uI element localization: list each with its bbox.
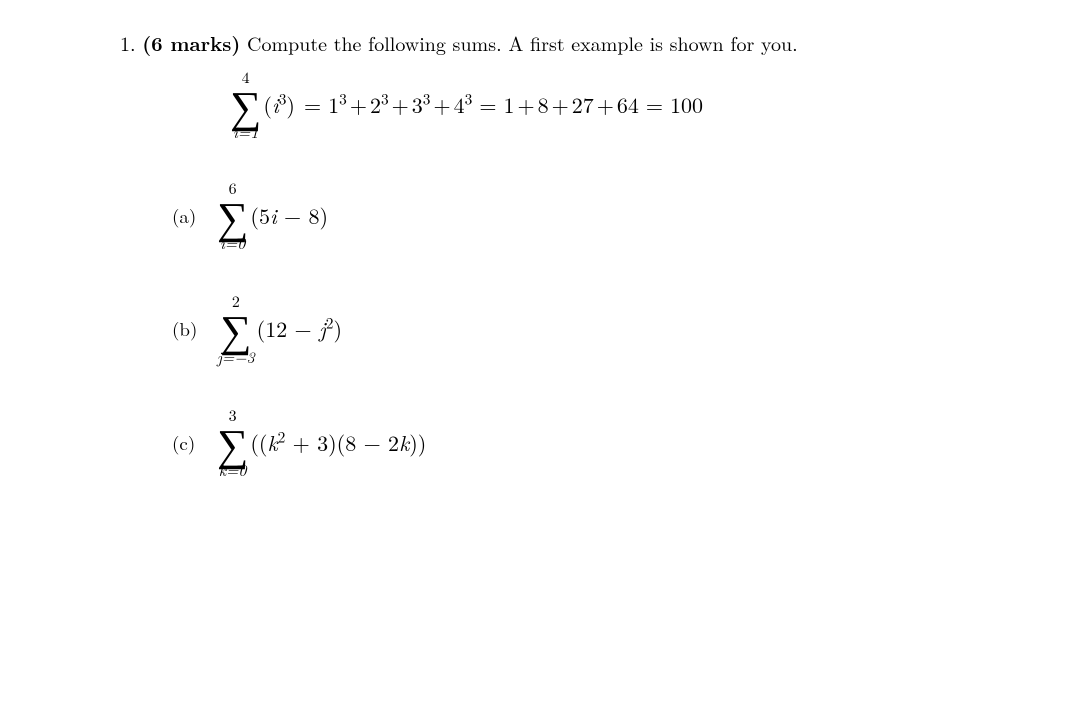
sigma-b: 2 ∑ j=−3 [217,293,255,364]
part-b-expr: (12 − j2) [257,313,342,344]
sigma-symbol: ∑ [217,197,248,232]
sigma-c: 3 ∑ k=0 [217,407,248,478]
part-a-expr: (5i − 8) [250,200,328,231]
sigma-example: 4 ∑ i=1 [230,69,261,140]
question-text: Compute the following sums. A first exam… [247,28,798,57]
sigma-a-lower: i=0 [220,235,245,251]
sigma-c-lower: k=0 [219,462,247,478]
part-a-label: (a) [172,202,217,229]
page-content: 1. (6 marks) Compute the following sums.… [0,0,1067,560]
sigma-lower: i=1 [233,124,258,140]
example-rhs: =13+23+33+43=1+8+27+64=100 [297,89,703,120]
part-c: (c) 3 ∑ k=0 ((k2 + 3)(8 − 2k)) [172,407,1007,478]
example-body: (i3) [263,89,295,120]
question-number: 1. [120,28,136,57]
sigma-a: 6 ∑ i=0 [217,180,248,251]
sigma-symbol: ∑ [217,424,248,459]
sigma-symbol: ∑ [220,310,251,345]
part-b-label: (b) [172,315,217,342]
part-c-label: (c) [172,429,217,456]
part-b: (b) 2 ∑ j=−3 (12 − j2) [172,293,1007,364]
part-c-expr: ((k2 + 3)(8 − 2k)) [250,427,426,458]
part-a: (a) 6 ∑ i=0 (5i − 8) [172,180,1007,251]
sigma-b-lower: j=−3 [217,349,255,365]
question-line: 1. (6 marks) Compute the following sums.… [120,28,1007,57]
sigma-symbol: ∑ [230,86,261,121]
marks-label: (6 marks) [142,28,240,57]
example: 4 ∑ i=1 (i3) =13+23+33+43=1+8+27+64=100 [230,69,1007,140]
